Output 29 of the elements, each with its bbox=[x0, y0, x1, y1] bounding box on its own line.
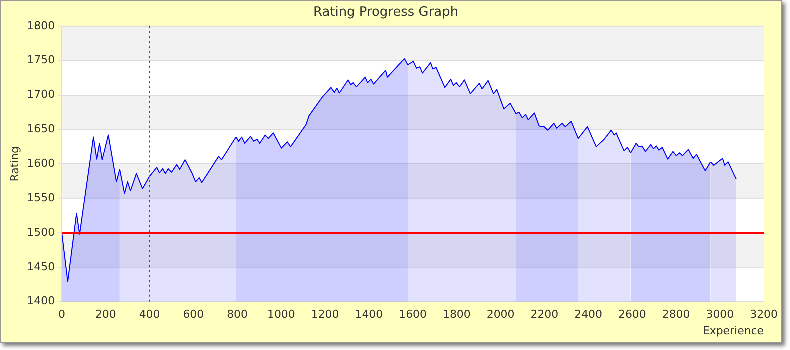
y-tick-label: 1650 bbox=[27, 122, 56, 136]
x-tick-label: 0 bbox=[58, 308, 66, 322]
x-tick-label: 2400 bbox=[574, 308, 603, 322]
x-tick-label: 2600 bbox=[618, 308, 646, 322]
x-tick-label: 3000 bbox=[706, 308, 734, 322]
x-tick-label: 600 bbox=[183, 308, 204, 322]
y-tick-label: 1800 bbox=[27, 19, 56, 32]
x-tick-label: 1400 bbox=[355, 308, 384, 322]
y-tick-label: 1500 bbox=[27, 226, 56, 239]
x-tick-label: 2000 bbox=[486, 308, 515, 322]
x-tick-label: 200 bbox=[95, 308, 116, 322]
x-tick-label: 1200 bbox=[311, 308, 340, 322]
x-tick-label: 2200 bbox=[530, 308, 559, 322]
x-tick-label: 2800 bbox=[662, 308, 690, 322]
x-tick-label: 800 bbox=[227, 308, 248, 322]
x-tick-label: 1600 bbox=[399, 308, 428, 322]
y-tick-label: 1750 bbox=[27, 54, 56, 67]
y-tick-label: 1600 bbox=[27, 157, 56, 170]
x-tick-label: 400 bbox=[139, 308, 160, 322]
y-tick-label: 1550 bbox=[27, 191, 56, 204]
x-tick-label: 1800 bbox=[442, 308, 471, 322]
y-axis-title: Rating bbox=[8, 146, 22, 182]
x-tick-label: 3200 bbox=[750, 308, 778, 322]
y-tick-label: 1400 bbox=[27, 294, 56, 308]
y-tick-label: 1450 bbox=[27, 260, 56, 274]
y-tick-label: 1700 bbox=[27, 88, 56, 102]
x-axis-title: Experience bbox=[702, 324, 764, 338]
chart-title: Rating Progress Graph bbox=[313, 5, 459, 20]
x-tick-label: 1000 bbox=[267, 308, 296, 322]
